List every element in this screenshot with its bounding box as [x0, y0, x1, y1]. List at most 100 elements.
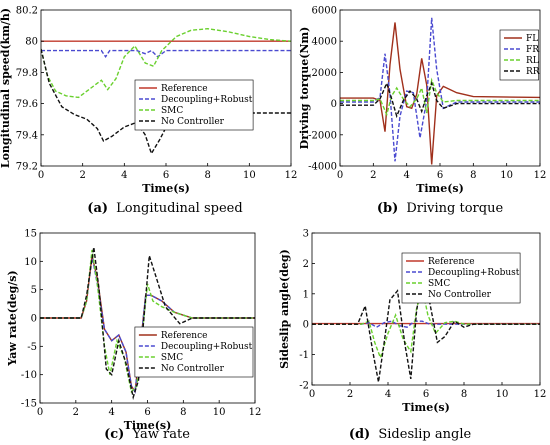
x-tick-label: 6: [423, 389, 429, 400]
legend-entry: FL: [526, 34, 538, 44]
legend-entry: SMC: [161, 353, 183, 363]
x-axis-label: Time(s): [416, 182, 464, 195]
y-tick-label: 1: [303, 289, 309, 300]
caption-yaw-rate: (c) Yaw rate: [104, 427, 190, 442]
panel-longitudinal-speed: 0 2 4 6 8 10 12 79.2 79.4 79.6 79.8 80 80.2 Time(s) Lo…: [0, 6, 297, 217]
y-tick-label: -4000: [308, 162, 337, 173]
series-line-rr: [340, 81, 540, 119]
legend-entry: Reference: [428, 257, 475, 267]
caption-text-c: Yaw rate: [131, 427, 190, 442]
series-line-no-controller: [40, 247, 255, 401]
x-axis-label: Time(s): [402, 401, 450, 414]
legend-entry: RR: [526, 67, 540, 77]
y-tick-label: 3: [303, 229, 309, 240]
x-tick-label: 6: [163, 170, 169, 181]
y-axis-label: Longitudinal speed(km/h): [0, 8, 12, 168]
legend-entry: SMC: [428, 279, 450, 289]
x-tick-label: 0: [337, 170, 343, 181]
panel-driving-torque: 0 2 4 6 8 10 12 -4000 -2000 0 2000 4000 6000 Time(s) D…: [298, 6, 546, 217]
x-tick-label: 2: [79, 170, 85, 181]
series-line-smc: [41, 27, 291, 99]
x-tick-label: 0: [309, 389, 315, 400]
series-line-decoupling-robust: [41, 49, 291, 59]
x-tick-label: 10: [213, 407, 226, 418]
legend-entry: Decoupling+Robust: [161, 342, 253, 352]
series-group: [340, 17, 540, 165]
x-tick-label: 2: [347, 389, 353, 400]
x-tick-label: 2: [370, 170, 376, 181]
y-axis-label: Driving torque(Nm): [298, 27, 311, 150]
plot-area-yaw-rate: 0 2 4 6 8 10 12 -15 -10 -5 0 5 10 15 Time(s) Yaw rate(d…: [6, 229, 261, 433]
y-tick-label: 79.2: [16, 162, 38, 173]
legend-entry: Reference: [161, 331, 208, 341]
caption-text-b: Driving torque: [406, 201, 503, 216]
y-tick-label: 10: [24, 257, 37, 268]
series-line-fr: [340, 17, 540, 162]
legend-entry: FR: [526, 45, 539, 55]
x-tick-label: 8: [204, 170, 210, 181]
x-tick-label: 0: [38, 170, 44, 181]
x-axis-label: Time(s): [142, 182, 190, 195]
y-tick-label: 5: [31, 285, 37, 296]
x-tick-label: 8: [461, 389, 467, 400]
caption-label-b: (b): [377, 201, 398, 216]
y-tick-label: 6000: [312, 6, 337, 17]
y-tick-label: 0: [331, 99, 337, 110]
y-tick-label: 79.4: [16, 130, 38, 141]
y-tick-label: -1: [299, 350, 309, 361]
y-tick-label: -2000: [308, 130, 337, 141]
series-line-no-controller: [312, 260, 540, 383]
x-tick-label: 6: [437, 170, 443, 181]
x-tick-label: 4: [121, 170, 127, 181]
y-tick-label: 2: [303, 259, 309, 270]
legend-entry: Reference: [161, 84, 208, 94]
y-axis-label: Sideslip angle(deg): [278, 249, 291, 369]
y-tick-label: -2: [299, 381, 309, 392]
panel-yaw-rate: 0 2 4 6 8 10 12 -15 -10 -5 0 5 10 15 Time(s) Yaw rate(d…: [6, 229, 261, 443]
caption-label-c: (c): [104, 427, 124, 442]
y-tick-label: 15: [24, 229, 37, 240]
legend-entry: RL: [526, 56, 539, 66]
y-tick-label: -15: [21, 399, 37, 410]
series-line-rl: [340, 77, 540, 117]
y-tick-label: 0: [31, 314, 37, 325]
legend-entry: SMC: [161, 106, 183, 116]
caption-label-a: (a): [87, 201, 108, 216]
x-tick-label: 8: [180, 407, 186, 418]
x-tick-label: 12: [285, 170, 298, 181]
caption-longitudinal-speed: (a) Longitudinal speed: [87, 201, 242, 216]
x-tick-label: 10: [496, 389, 509, 400]
series-group: [40, 247, 255, 401]
legend-entry: Decoupling+Robust: [428, 268, 520, 278]
x-tick-label: 8: [470, 170, 476, 181]
plot-area-driving-torque: 0 2 4 6 8 10 12 -4000 -2000 0 2000 4000 6000 Time(s) D…: [298, 6, 546, 196]
x-tick-label: 4: [108, 407, 114, 418]
y-axis-label: Yaw rate(deg/s): [6, 270, 19, 366]
x-tick-label: 12: [534, 389, 547, 400]
x-tick-label: 10: [243, 170, 256, 181]
x-tick-label: 12: [534, 170, 547, 181]
caption-driving-torque: (b) Driving torque: [377, 201, 504, 216]
x-tick-label: 4: [403, 170, 409, 181]
y-tick-label: 2000: [312, 68, 337, 79]
x-tick-label: 6: [144, 407, 150, 418]
legend-entry: No Controller: [428, 290, 492, 300]
legend-entry: Decoupling+Robust: [161, 95, 253, 105]
x-tick-label: 2: [73, 407, 79, 418]
y-tick-label: -5: [27, 342, 37, 353]
x-axis-label: Time(s): [124, 419, 172, 432]
series-group: [312, 260, 540, 383]
series-group: [41, 27, 291, 156]
plot-area-longitudinal-speed: 0 2 4 6 8 10 12 79.2 79.4 79.6 79.8 80 80.2 Time(s) Lo…: [0, 6, 297, 196]
caption-text-d: Sideslip angle: [378, 427, 471, 442]
x-tick-label: 12: [249, 407, 262, 418]
x-tick-label: 10: [500, 170, 513, 181]
y-tick-label: 79.8: [16, 68, 38, 79]
y-tick-label: 4000: [312, 37, 337, 48]
